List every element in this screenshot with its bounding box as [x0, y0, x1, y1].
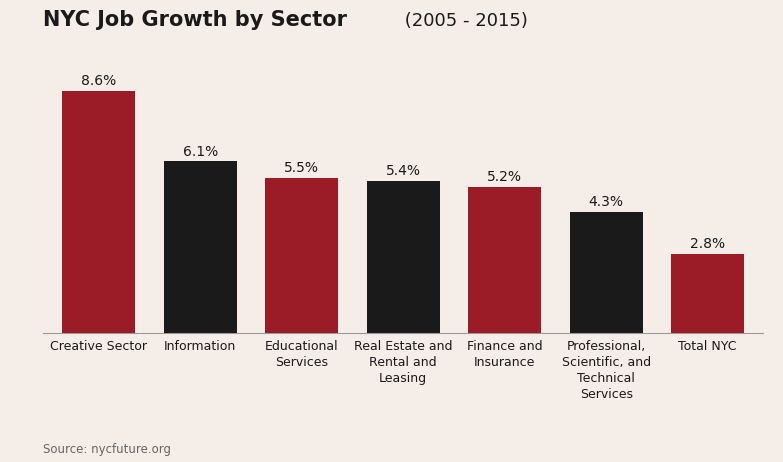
Text: 5.2%: 5.2%: [487, 170, 522, 184]
Text: 4.3%: 4.3%: [589, 195, 624, 209]
Bar: [366, 181, 440, 333]
Text: NYC Job Growth by Sector: NYC Job Growth by Sector: [43, 10, 347, 30]
Bar: [468, 187, 541, 333]
Text: 6.1%: 6.1%: [182, 145, 218, 158]
Bar: [164, 161, 236, 333]
Text: (2005 - 2015): (2005 - 2015): [399, 12, 529, 30]
Bar: [671, 254, 744, 333]
Bar: [265, 178, 338, 333]
Text: 5.4%: 5.4%: [386, 164, 420, 178]
Text: Source: nycfuture.org: Source: nycfuture.org: [43, 444, 171, 456]
Text: 5.5%: 5.5%: [284, 161, 319, 176]
Text: 2.8%: 2.8%: [690, 237, 725, 251]
Bar: [63, 91, 135, 333]
Bar: [570, 212, 643, 333]
Text: 8.6%: 8.6%: [81, 74, 117, 88]
